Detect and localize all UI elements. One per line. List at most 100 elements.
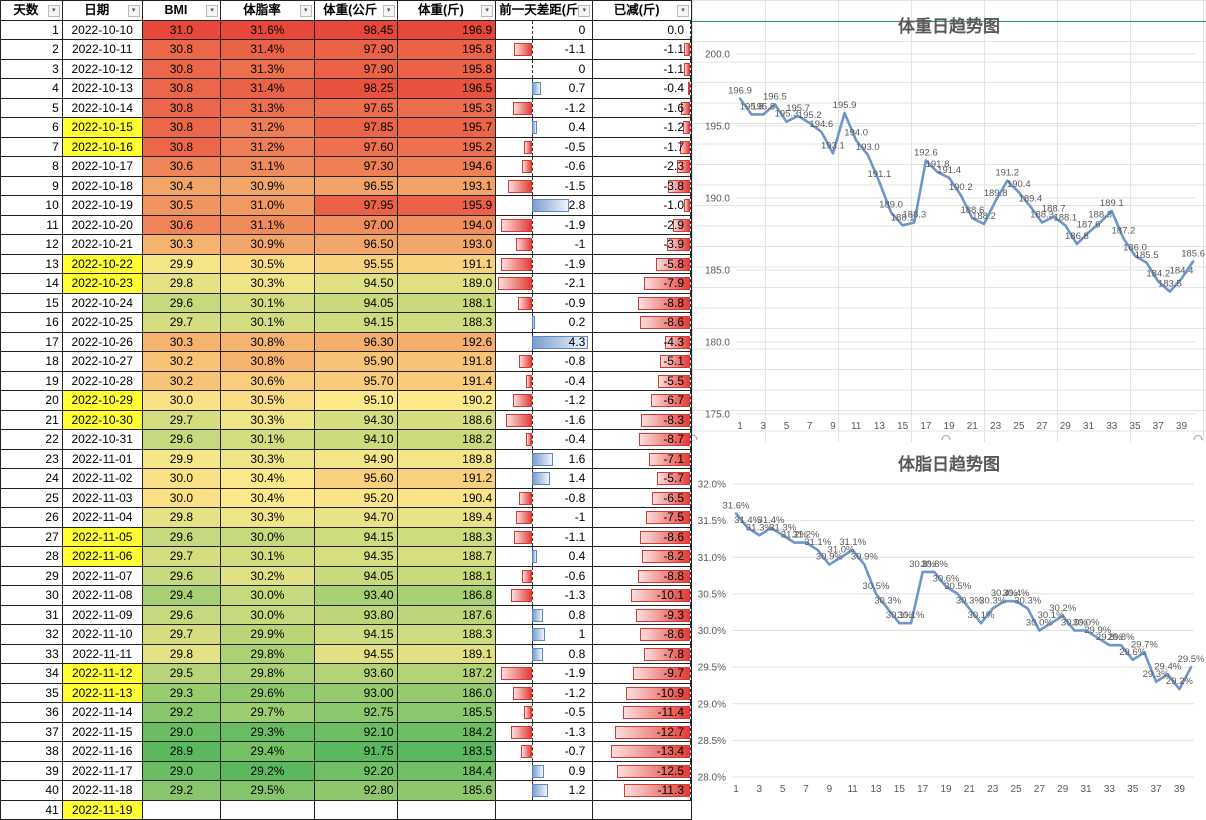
cell-weight-jin[interactable]: 188.7: [396, 546, 497, 567]
cell-weight-kg[interactable]: 94.30: [313, 409, 398, 430]
cell-weight-kg[interactable]: 97.65: [313, 97, 398, 118]
cell-total-lost[interactable]: -8.6: [592, 624, 692, 645]
table-row[interactable]: 9 2022-10-18 30.4 30.9% 96.55 193.1 -1.5 -3.8: [0, 175, 692, 196]
cell-daily-diff[interactable]: 0.4: [495, 546, 594, 567]
cell-daily-diff[interactable]: -1.1: [495, 39, 594, 60]
cell-daily-diff[interactable]: -1.2: [495, 390, 594, 411]
cell-weight-jin[interactable]: 195.2: [396, 136, 497, 157]
cell-bmi[interactable]: 30.8: [141, 78, 222, 99]
cell-day[interactable]: 16: [0, 312, 63, 333]
cell-daily-diff[interactable]: 0.2: [495, 312, 594, 333]
cell-weight-kg[interactable]: 97.90: [313, 58, 398, 79]
cell-weight-kg[interactable]: 98.45: [313, 19, 398, 40]
cell-weight-jin[interactable]: 189.4: [396, 507, 497, 528]
table-row[interactable]: 18 2022-10-27 30.2 30.8% 95.90 191.8 -0.8 -5.1: [0, 351, 692, 372]
cell-day[interactable]: 24: [0, 468, 63, 489]
table-row[interactable]: 16 2022-10-25 29.7 30.1% 94.15 188.3 0.2 -8.6: [0, 312, 692, 333]
cell-date[interactable]: 2022-11-17: [61, 760, 143, 781]
cell-daily-diff[interactable]: 1.4: [495, 468, 594, 489]
cell-day[interactable]: 14: [0, 273, 63, 294]
cell-total-lost[interactable]: [592, 799, 692, 820]
cell-daily-diff[interactable]: -0.4: [495, 370, 594, 391]
cell-total-lost[interactable]: -1.1: [592, 58, 692, 79]
cell-total-lost[interactable]: 0.0: [592, 19, 692, 40]
cell-weight-jin[interactable]: 188.3: [396, 312, 497, 333]
cell-weight-jin[interactable]: 189.0: [396, 273, 497, 294]
filter-dropdown-icon[interactable]: ▾: [481, 5, 494, 17]
cell-bodyfat[interactable]: 30.9%: [220, 175, 315, 196]
filter-dropdown-icon[interactable]: ▾: [47, 5, 60, 17]
cell-weight-jin[interactable]: 195.3: [396, 97, 497, 118]
cell-bmi[interactable]: 29.9: [141, 448, 222, 469]
cell-bmi[interactable]: 29.8: [141, 643, 222, 664]
cell-weight-jin[interactable]: 191.1: [396, 253, 497, 274]
cell-weight-jin[interactable]: 194.0: [396, 214, 497, 235]
cell-bodyfat[interactable]: 30.3%: [220, 409, 315, 430]
cell-bmi[interactable]: 29.9: [141, 253, 222, 274]
cell-day[interactable]: 7: [0, 136, 63, 157]
filter-dropdown-icon[interactable]: ▾: [127, 5, 140, 17]
cell-day[interactable]: 28: [0, 546, 63, 567]
cell-date[interactable]: 2022-10-14: [61, 97, 143, 118]
filter-dropdown-icon[interactable]: ▾: [677, 5, 689, 17]
cell-weight-jin[interactable]: 185.6: [396, 780, 497, 801]
cell-date[interactable]: 2022-11-06: [61, 546, 143, 567]
cell-weight-kg[interactable]: 93.60: [313, 663, 398, 684]
cell-day[interactable]: 13: [0, 253, 63, 274]
cell-date[interactable]: 2022-10-13: [61, 78, 143, 99]
cell-total-lost[interactable]: -7.5: [592, 507, 692, 528]
filter-dropdown-icon[interactable]: ▾: [578, 5, 591, 17]
data-table-area[interactable]: 天数 ▾ 日期 ▾ BMI ▾ 体脂率 ▾ 体重(公斤 ▾ 体重(斤) ▾ 前一天差距(斤 ▾ 已减(斤) ▾…: [0, 0, 692, 820]
cell-weight-kg[interactable]: 94.35: [313, 546, 398, 567]
cell-bodyfat[interactable]: 29.7%: [220, 702, 315, 723]
bodyfat-trend-chart[interactable]: 体脂日趋势图 28.0% 28.5% 29.0% 29.5% 30.0% 30.5% 31.0…: [692, 442, 1206, 801]
cell-date[interactable]: 2022-11-04: [61, 507, 143, 528]
cell-date[interactable]: 2022-11-10: [61, 624, 143, 645]
cell-bmi[interactable]: 29.7: [141, 624, 222, 645]
cell-weight-jin[interactable]: 188.1: [396, 565, 497, 586]
data-table[interactable]: 天数 ▾ 日期 ▾ BMI ▾ 体脂率 ▾ 体重(公斤 ▾ 体重(斤) ▾ 前一天差距(斤 ▾ 已减(斤) ▾…: [0, 0, 692, 820]
cell-weight-kg[interactable]: 92.20: [313, 760, 398, 781]
cell-day[interactable]: 31: [0, 604, 63, 625]
cell-daily-diff[interactable]: -1.3: [495, 721, 594, 742]
cell-date[interactable]: 2022-11-02: [61, 468, 143, 489]
cell-total-lost[interactable]: -8.8: [592, 565, 692, 586]
cell-bmi[interactable]: 29.2: [141, 702, 222, 723]
table-row[interactable]: 31 2022-11-09 29.6 30.0% 93.80 187.6 0.8 -9.3: [0, 604, 692, 625]
cell-bmi[interactable]: 29.2: [141, 780, 222, 801]
cell-day[interactable]: 32: [0, 624, 63, 645]
cell-bmi[interactable]: 30.8: [141, 58, 222, 79]
cell-bmi[interactable]: 29.0: [141, 721, 222, 742]
cell-weight-kg[interactable]: 93.40: [313, 585, 398, 606]
cell-weight-jin[interactable]: 184.2: [396, 721, 497, 742]
cell-bodyfat[interactable]: 30.3%: [220, 507, 315, 528]
cell-bodyfat[interactable]: 30.0%: [220, 604, 315, 625]
cell-weight-kg[interactable]: 95.10: [313, 390, 398, 411]
cell-date[interactable]: 2022-11-08: [61, 585, 143, 606]
cell-day[interactable]: 33: [0, 643, 63, 664]
cell-weight-kg[interactable]: 96.30: [313, 331, 398, 352]
cell-weight-kg[interactable]: 97.60: [313, 136, 398, 157]
cell-date[interactable]: 2022-10-21: [61, 234, 143, 255]
cell-weight-kg[interactable]: 95.70: [313, 370, 398, 391]
cell-bodyfat[interactable]: [220, 799, 315, 820]
cell-day[interactable]: 1: [0, 19, 63, 40]
cell-weight-jin[interactable]: 196.5: [396, 78, 497, 99]
cell-daily-diff[interactable]: 1.6: [495, 448, 594, 469]
cell-date[interactable]: 2022-10-20: [61, 214, 143, 235]
cell-total-lost[interactable]: -2.9: [592, 214, 692, 235]
cell-bmi[interactable]: 30.6: [141, 156, 222, 177]
cell-daily-diff[interactable]: -0.8: [495, 351, 594, 372]
table-row[interactable]: 10 2022-10-19 30.5 31.0% 97.95 195.9 2.8 -1.0: [0, 195, 692, 216]
header-weight-jin[interactable]: 体重(斤) ▾: [396, 0, 497, 21]
cell-date[interactable]: 2022-11-09: [61, 604, 143, 625]
cell-total-lost[interactable]: -3.9: [592, 234, 692, 255]
cell-bodyfat[interactable]: 30.5%: [220, 253, 315, 274]
cell-bodyfat[interactable]: 30.4%: [220, 468, 315, 489]
cell-daily-diff[interactable]: 0.7: [495, 78, 594, 99]
cell-weight-jin[interactable]: 187.6: [396, 604, 497, 625]
cell-daily-diff[interactable]: 2.8: [495, 195, 594, 216]
cell-weight-kg[interactable]: 97.85: [313, 117, 398, 138]
resize-handle[interactable]: [941, 435, 951, 441]
cell-date[interactable]: 2022-10-19: [61, 195, 143, 216]
